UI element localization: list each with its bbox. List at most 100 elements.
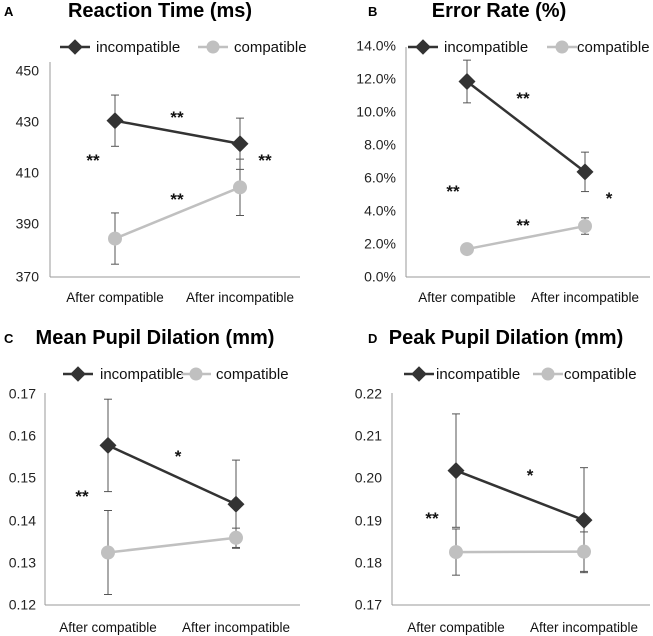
data-point-incompatible (576, 163, 594, 181)
y-tick-label: 0.18 (355, 555, 382, 571)
legend-circle-marker (541, 367, 555, 381)
y-tick-label: 450 (16, 63, 40, 79)
legend-label-incompatible: incompatible (436, 366, 520, 383)
y-tick-label: 410 (16, 165, 40, 181)
data-point-incompatible (447, 462, 465, 480)
legend-diamond-marker (67, 39, 83, 55)
series-line-compatible (107, 536, 237, 554)
panel-letter: D (368, 331, 377, 346)
y-tick-label: 8.0% (364, 137, 396, 153)
series-line-compatible (466, 224, 586, 251)
legend-circle-marker (555, 40, 569, 54)
significance-annotation: ** (516, 216, 530, 235)
series-line-incompatible (466, 80, 586, 173)
legend-circle-marker (206, 40, 220, 54)
series-line-incompatible (455, 469, 585, 522)
data-point-incompatible (231, 135, 249, 153)
significance-annotation: ** (516, 89, 530, 108)
data-point-compatible (578, 219, 592, 234)
significance-annotation: ** (446, 182, 460, 201)
y-tick-label: 0.16 (9, 428, 36, 444)
data-point-incompatible (227, 495, 245, 513)
panel-c: C Mean Pupil Dilation (mm) incompatible … (4, 327, 300, 635)
data-point-compatible (108, 231, 122, 246)
panel-letter: C (4, 331, 14, 346)
y-tick-label: 0.20 (355, 470, 382, 486)
y-tick-label: 0.17 (9, 386, 36, 402)
y-tick-label: 430 (16, 114, 40, 130)
y-tick-label: 0.21 (355, 428, 382, 444)
y-tick-label: 10.0% (356, 104, 396, 120)
y-tick-label: 14.0% (356, 38, 396, 54)
y-tick-label: 2.0% (364, 236, 396, 252)
y-tick-label: 12.0% (356, 71, 396, 87)
data-point-incompatible (99, 436, 117, 454)
data-point-incompatible (106, 112, 124, 130)
y-tick-label: 0.12 (9, 597, 36, 613)
significance-annotation: ** (75, 487, 89, 506)
x-tick-label: After incompatible (530, 620, 638, 635)
y-tick-label: 0.13 (9, 555, 36, 571)
data-point-compatible (449, 545, 463, 560)
chart-title: Error Rate (%) (432, 0, 566, 22)
x-tick-label: After incompatible (186, 290, 294, 305)
significance-annotation: ** (170, 190, 184, 209)
legend-label-compatible: compatible (216, 366, 289, 383)
chart-title: Reaction Time (ms) (68, 0, 252, 22)
x-tick-label: After compatible (407, 620, 505, 635)
significance-annotation: * (606, 189, 613, 208)
panel-letter: A (4, 4, 14, 19)
legend-label-compatible: compatible (234, 39, 307, 56)
data-point-compatible (577, 544, 591, 559)
panel-d: D Peak Pupil Dilation (mm) incompatible … (355, 327, 650, 635)
y-tick-label: 0.0% (364, 269, 396, 285)
legend: incompatible compatible (404, 366, 637, 383)
significance-annotation: ** (425, 509, 439, 528)
series-line-compatible (114, 186, 241, 240)
panel-b: B Error Rate (%) incompatible compatible… (356, 0, 650, 305)
legend: incompatible compatible (63, 366, 289, 383)
panel-a: A Reaction Time (ms) incompatible compat… (4, 0, 307, 305)
y-tick-label: 0.14 (9, 513, 36, 529)
y-tick-label: 6.0% (364, 170, 396, 186)
y-tick-label: 0.19 (355, 513, 382, 529)
y-tick-label: 390 (16, 216, 40, 232)
x-tick-label: After compatible (66, 290, 164, 305)
legend-circle-marker (189, 367, 203, 381)
y-tick-label: 0.17 (355, 597, 382, 613)
y-tick-label: 4.0% (364, 203, 396, 219)
legend-label-compatible: compatible (564, 366, 637, 383)
significance-annotation: * (175, 447, 182, 466)
data-point-compatible (229, 530, 243, 545)
legend-label-incompatible: incompatible (444, 39, 528, 56)
legend-diamond-marker (411, 366, 427, 382)
legend-diamond-marker (415, 39, 431, 55)
chart-title: Mean Pupil Dilation (mm) (36, 327, 275, 349)
legend-label-incompatible: incompatible (96, 39, 180, 56)
legend-label-compatible: compatible (577, 39, 650, 56)
x-tick-label: After incompatible (182, 620, 290, 635)
panel-letter: B (368, 4, 377, 19)
significance-annotation: ** (170, 108, 184, 127)
legend: incompatible compatible (60, 39, 307, 56)
significance-annotation: ** (86, 151, 100, 170)
legend-diamond-marker (70, 366, 86, 382)
significance-annotation: ** (258, 151, 272, 170)
legend: incompatible compatible (408, 39, 650, 56)
data-point-compatible (233, 180, 247, 195)
chart-title: Peak Pupil Dilation (mm) (389, 327, 623, 349)
legend-label-incompatible: incompatible (100, 366, 184, 383)
x-tick-label: After compatible (59, 620, 157, 635)
series-line-incompatible (107, 444, 237, 506)
series-line-incompatible (114, 119, 241, 145)
data-point-incompatible (458, 73, 476, 90)
y-tick-label: 0.22 (355, 386, 382, 402)
y-tick-label: 0.15 (9, 470, 36, 486)
data-point-compatible (101, 545, 115, 560)
significance-annotation: * (527, 466, 534, 485)
data-point-incompatible (575, 511, 593, 529)
data-point-compatible (460, 242, 474, 257)
x-tick-label: After incompatible (531, 290, 639, 305)
y-tick-label: 370 (16, 269, 40, 285)
